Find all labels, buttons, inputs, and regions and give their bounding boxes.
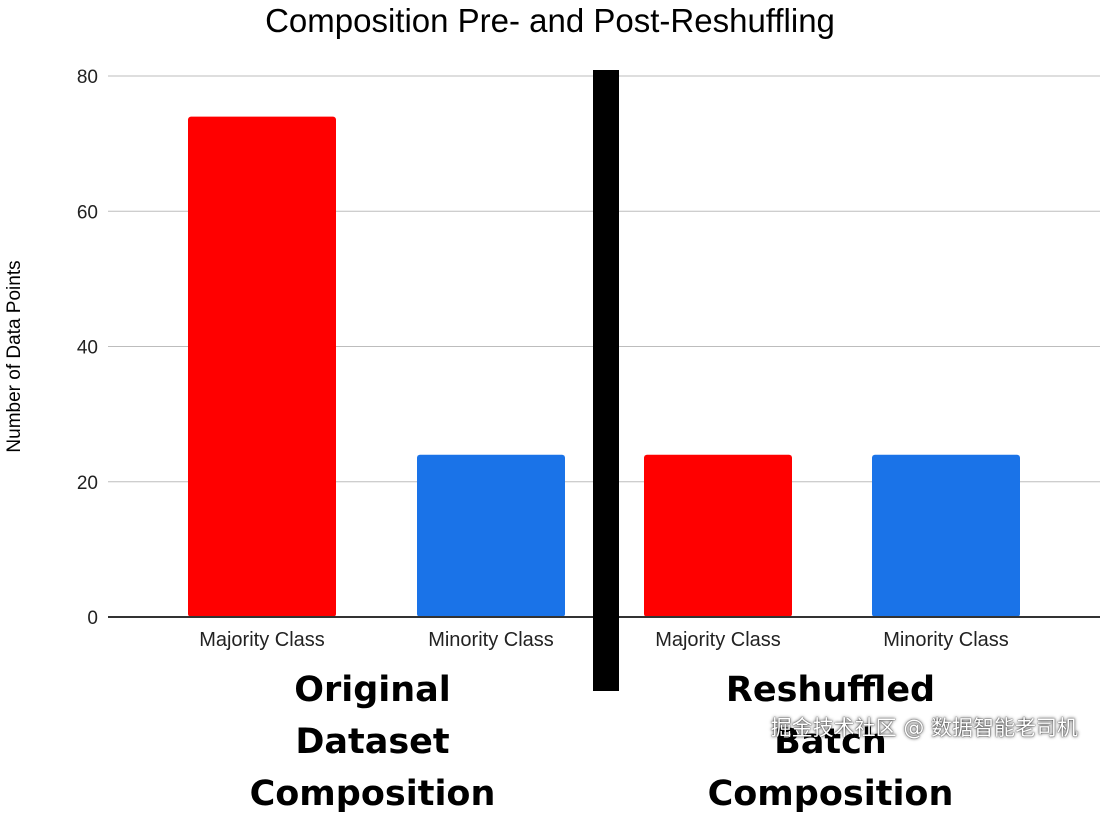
- x-tick-label: Minority Class: [883, 629, 1009, 651]
- bar-3: [644, 454, 792, 617]
- y-axis-label: Number of Data Points: [4, 260, 25, 452]
- y-tick-label: 20: [77, 473, 98, 494]
- y-tick-label: 60: [77, 202, 98, 223]
- x-tick-label: Minority Class: [428, 629, 554, 651]
- chart-svg: Composition Pre- and Post-Reshuffling 0 20…: [4, 2, 1100, 691]
- group-divider: [593, 70, 619, 691]
- y-tick-label: 40: [77, 338, 98, 359]
- chart-title: Composition Pre- and Post-Reshuffling: [265, 2, 835, 39]
- group-label-reshuffled: Reshuffled Batch Composition: [707, 670, 954, 814]
- x-tick-label: Majority Class: [199, 629, 325, 651]
- y-tick-label: 0: [87, 608, 98, 629]
- x-tick-label: Majority Class: [655, 629, 781, 651]
- group-label-original: Original Dataset Composition: [249, 670, 496, 814]
- bar-1: [188, 116, 336, 617]
- bar-4: [872, 454, 1020, 617]
- chart: Composition Pre- and Post-Reshuffling 0 20…: [4, 2, 1100, 691]
- y-tick-label: 80: [77, 67, 98, 88]
- watermark-text: 掘金技术社区 @ 数据智能老司机: [770, 716, 1078, 740]
- bar-2: [417, 454, 565, 617]
